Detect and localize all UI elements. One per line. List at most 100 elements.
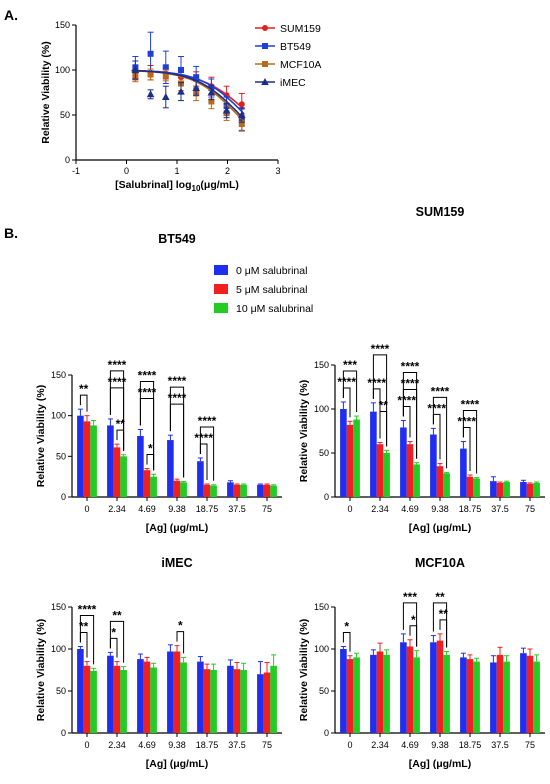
bar	[227, 665, 234, 733]
x-tick-label: 4.69	[401, 740, 419, 750]
bar	[113, 665, 121, 733]
y-axis-title: Relative Viability (%)	[298, 380, 310, 483]
significance-label: ****	[401, 359, 420, 373]
data-point	[162, 72, 169, 79]
bar	[430, 434, 437, 497]
legend-label: 0 μM salubrinal	[236, 265, 307, 277]
significance-bracket	[109, 620, 125, 663]
legend-marker	[261, 78, 269, 85]
bar	[197, 461, 204, 497]
bar	[383, 453, 390, 497]
bar	[533, 482, 540, 497]
bar	[203, 484, 211, 497]
y-tick-label: 0	[61, 492, 66, 502]
bar-series	[77, 644, 264, 733]
significance-label: ****	[461, 398, 480, 412]
bar-series	[340, 633, 527, 733]
x-tick-label: 2.34	[371, 740, 389, 750]
significance-label: **	[116, 417, 126, 431]
bar	[197, 661, 204, 733]
significance-label: **	[379, 398, 389, 412]
sum159-bar-chart: SUM159 0 50 100 150 0 2.34 4.69 9.38 18.75 37.5 75 R…	[298, 205, 545, 534]
bar	[233, 484, 241, 497]
bar	[503, 661, 510, 733]
significance-label: ****	[108, 375, 127, 389]
bar	[526, 655, 534, 733]
bt549-bar-chart: BT549 0 50 100 150 0 2.34 4.69 9.38 18.75 37.5 75 Re…	[35, 232, 313, 534]
legend-swatch	[214, 303, 228, 313]
bar	[340, 409, 347, 497]
significance-label: *	[411, 613, 416, 627]
x-axis-title-subscript: 10	[192, 184, 201, 193]
bar	[406, 444, 414, 497]
significance-label: ****	[78, 602, 97, 616]
bar	[430, 642, 437, 733]
significance-label: ****	[367, 376, 386, 390]
x-tick-label: 1	[174, 166, 179, 176]
significance-label: ****	[108, 358, 127, 372]
significance-label: ***	[343, 358, 357, 372]
x-tick-label: 75	[525, 504, 535, 514]
data-point	[238, 101, 245, 108]
y-tick-label: 100	[314, 404, 329, 414]
significance-bracket	[79, 614, 95, 665]
legend-swatch	[214, 265, 228, 275]
bar	[490, 662, 497, 733]
bar	[346, 424, 354, 497]
data-point	[177, 87, 185, 95]
bar	[460, 448, 467, 497]
bar	[370, 654, 377, 733]
x-tick-label: 37.5	[228, 504, 246, 514]
x-tick-label: 4.69	[138, 740, 156, 750]
data-point	[161, 93, 170, 100]
bar	[143, 661, 151, 733]
bar	[233, 669, 241, 733]
bar-series	[77, 408, 264, 497]
chart-title: SUM159	[416, 205, 465, 219]
x-axis-title: [Ag] (μg/mL)	[146, 758, 208, 770]
significance-label: ****	[168, 391, 187, 405]
bar	[376, 444, 384, 497]
x-tick-label: 37.5	[491, 504, 509, 514]
significance-label: *	[178, 619, 183, 633]
significance-bracket	[139, 380, 155, 471]
x-tick-label: 9.38	[168, 740, 186, 750]
significance-bracket	[402, 371, 418, 459]
bar	[376, 651, 384, 733]
significance-label: *	[148, 442, 153, 456]
bar	[173, 480, 181, 497]
y-tick-label: 0	[324, 492, 329, 502]
x-axis-title-prefix: [Salubrinal] log	[115, 179, 191, 191]
fit-curve	[131, 69, 245, 120]
bar	[77, 415, 84, 497]
x-tick-label: -1	[72, 166, 80, 176]
legend-marker	[262, 25, 268, 31]
bar-series	[353, 415, 540, 497]
significance-label: *	[344, 619, 349, 633]
legend-label: iMEC	[280, 77, 306, 89]
bar	[436, 640, 444, 733]
legend-label: BT549	[280, 41, 311, 53]
bar	[113, 447, 121, 497]
x-tick-label: 75	[262, 740, 272, 750]
bar	[413, 464, 420, 497]
significance-label: **	[79, 619, 89, 633]
y-tick-label: 0	[65, 155, 70, 165]
bar	[520, 482, 527, 497]
significance-bracket	[432, 602, 448, 648]
bar	[83, 421, 91, 497]
bar	[533, 661, 540, 733]
x-axis-title: [Ag] (μg/mL)	[409, 522, 471, 534]
bar	[167, 651, 174, 733]
bar	[167, 440, 174, 497]
data-point	[146, 90, 155, 98]
series-imec	[131, 60, 246, 123]
bar	[383, 654, 390, 733]
x-tick-label: 3	[275, 166, 280, 176]
bar-series	[353, 649, 540, 733]
y-tick-label: 150	[51, 602, 66, 612]
bar	[263, 672, 271, 733]
bar-series	[340, 401, 527, 497]
legend-marker	[262, 43, 268, 49]
